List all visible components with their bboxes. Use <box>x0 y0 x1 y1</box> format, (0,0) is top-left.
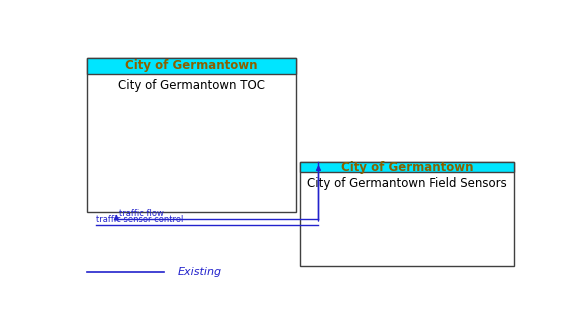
Text: traffic sensor control: traffic sensor control <box>96 215 183 224</box>
Text: City of Germantown Field Sensors: City of Germantown Field Sensors <box>307 178 507 190</box>
Text: traffic flow: traffic flow <box>118 209 163 218</box>
Bar <box>300 162 514 172</box>
Bar <box>87 58 296 74</box>
Bar <box>87 58 296 212</box>
Text: City of Germantown: City of Germantown <box>125 59 258 73</box>
Bar <box>300 162 514 266</box>
Text: City of Germantown: City of Germantown <box>341 161 473 174</box>
Text: Existing: Existing <box>178 267 222 277</box>
Text: City of Germantown TOC: City of Germantown TOC <box>118 79 265 91</box>
